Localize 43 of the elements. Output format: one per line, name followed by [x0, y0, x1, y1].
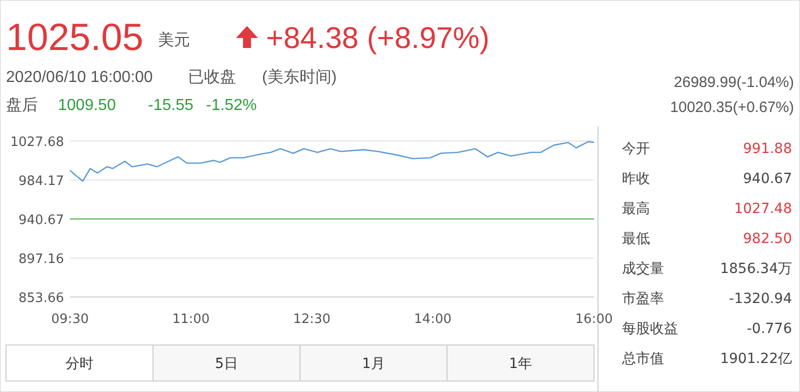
text: 1月	[362, 356, 385, 372]
text: 1年	[509, 356, 532, 372]
text: 已收盘	[188, 69, 236, 86]
text: 1027.48	[734, 201, 792, 217]
text: -15.55	[148, 97, 194, 114]
text: 940.67	[743, 171, 792, 187]
y-tick-label: 940.67	[18, 213, 64, 228]
text: 盘后	[6, 96, 38, 114]
text: -1320.94	[729, 291, 792, 307]
x-tick-label: 16:00	[575, 312, 613, 327]
chart-title: 1025.05	[6, 17, 144, 59]
text: +84.38 (+8.97%)	[266, 22, 490, 55]
y-tick-label: 984.17	[18, 174, 64, 190]
text: -0.776	[746, 321, 792, 337]
text: 10020.35(+0.67%)	[670, 99, 794, 116]
text: 市盈率	[622, 291, 664, 307]
text: 991.88	[743, 141, 792, 157]
text: 成交量	[622, 261, 664, 277]
text: 分时	[66, 356, 94, 372]
text: 总市值	[621, 351, 664, 367]
text: 昨收	[622, 171, 650, 187]
text: 今开	[622, 141, 650, 157]
text: 2020/06/10 16:00:00	[6, 69, 153, 86]
text: 5日	[215, 356, 238, 372]
text: 最高	[622, 201, 650, 217]
text: 每股收益	[622, 321, 678, 337]
text: (美东时间)	[262, 68, 337, 86]
text: 1009.50	[58, 97, 116, 114]
text: 1856.34万	[720, 261, 792, 277]
x-tick-label: 14:00	[414, 312, 452, 327]
text: 最低	[622, 231, 650, 247]
text: -1.52%	[206, 97, 257, 114]
text: 982.50	[743, 231, 792, 247]
text: 美元	[158, 31, 190, 49]
y-tick-label: 1027.68	[10, 135, 64, 150]
x-tick-label: 12:30	[293, 312, 331, 327]
x-tick-label: 11:00	[172, 312, 210, 327]
text: 26989.99(-1.04%)	[674, 74, 794, 91]
text: 1901.22亿	[720, 351, 792, 367]
y-tick-label: 853.66	[18, 291, 64, 306]
x-tick-label: 09:30	[51, 312, 89, 327]
y-tick-label: 897.16	[18, 252, 64, 268]
line-series	[69, 140, 595, 182]
